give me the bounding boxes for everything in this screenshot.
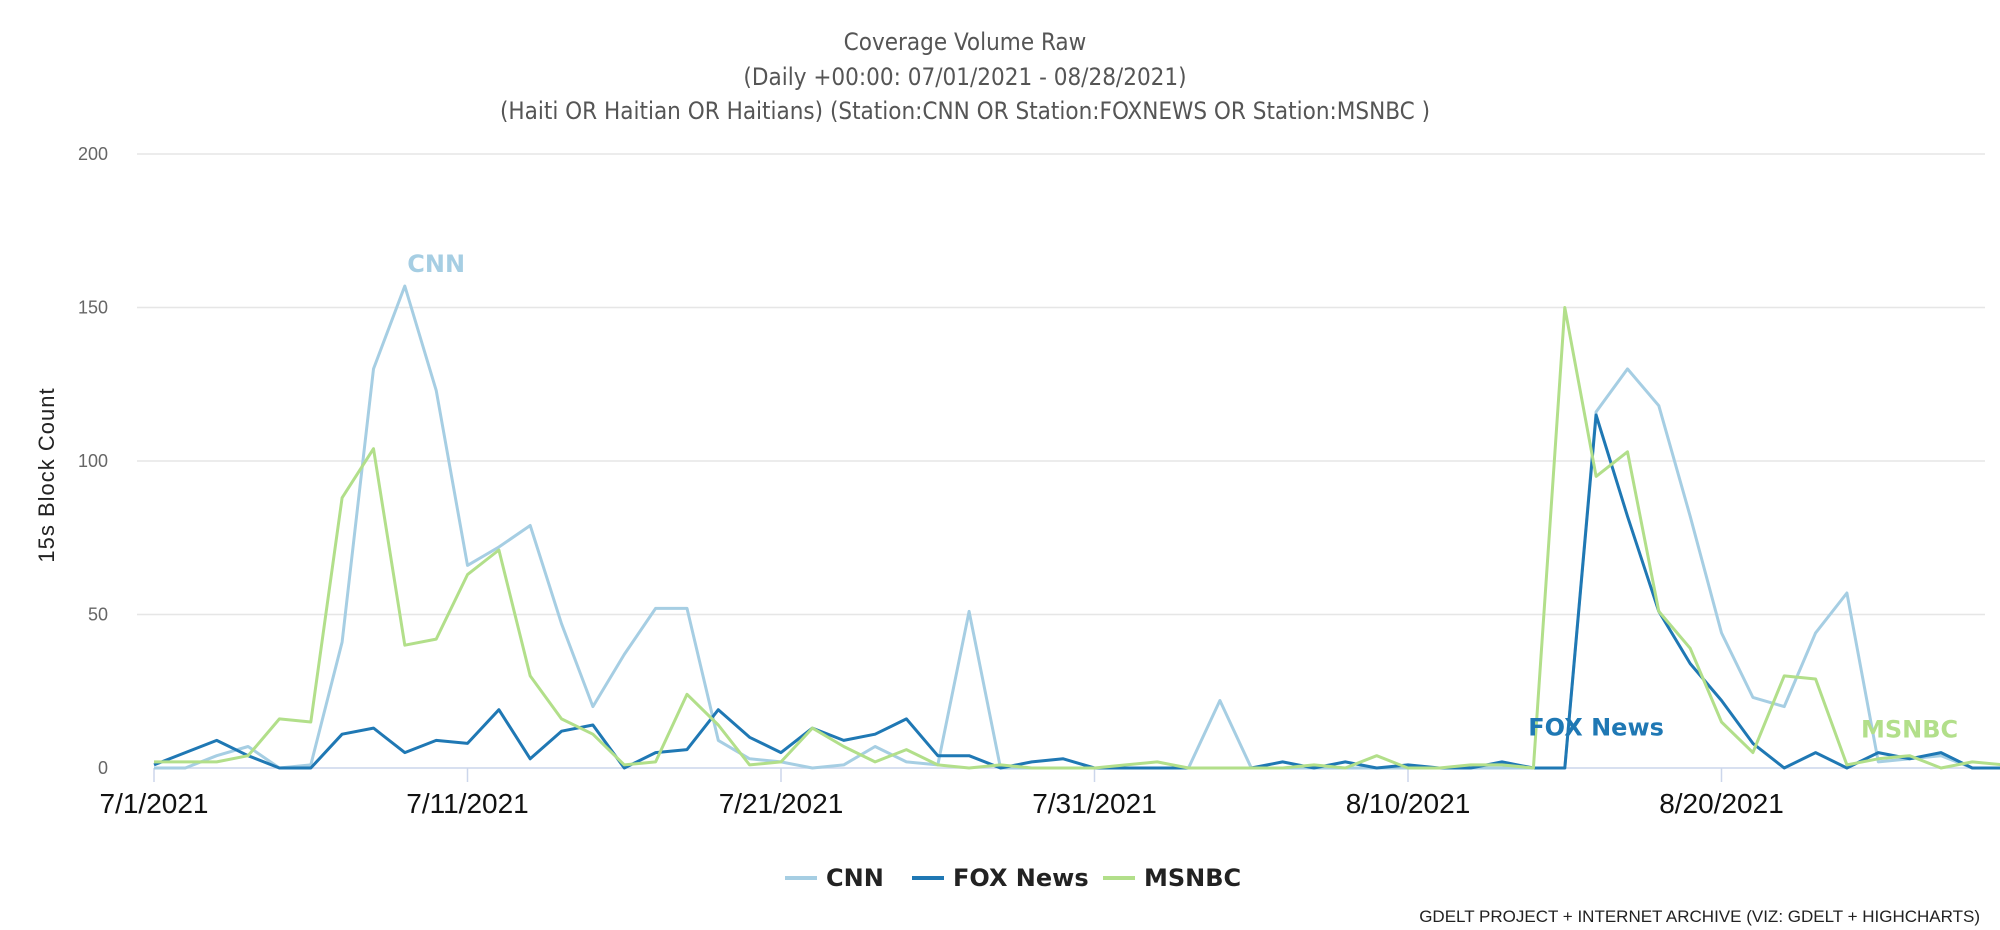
chart-credit: GDELT PROJECT + INTERNET ARCHIVE (VIZ: G… xyxy=(1419,907,1980,926)
y-tick-label: 0 xyxy=(98,758,108,778)
x-axis: 7/1/2021 7/11/2021 7/21/2021 7/31/2021 8/10/… xyxy=(100,767,1985,819)
series-line-fox-news xyxy=(153,413,2000,770)
y-tick-label: 200 xyxy=(78,144,108,164)
series-label-fox-news: FOX News xyxy=(1528,713,1664,741)
y-gridlines xyxy=(137,153,1985,616)
x-tick-label: 7/21/2021 xyxy=(719,788,844,819)
series-label-cnn: CNN xyxy=(407,250,465,278)
y-tick-labels: 0 50 100 150 200 xyxy=(78,144,108,778)
series-lines xyxy=(153,284,2000,770)
chart-subtitle-line-1: (Daily +00:00: 07/01/2021 - 08/28/2021) xyxy=(743,63,1186,91)
y-tick-label: 50 xyxy=(88,605,108,625)
series-line-msnbc xyxy=(154,306,2000,770)
x-tick-label: 8/20/2021 xyxy=(1659,788,1784,819)
legend-item-cnn[interactable]: CNN xyxy=(785,864,884,892)
legend-label: MSNBC xyxy=(1144,864,1241,892)
series-labels: CNN FOX News MSNBC xyxy=(407,250,1958,743)
y-tick-label: 100 xyxy=(78,451,108,471)
legend-item-msnbc[interactable]: MSNBC xyxy=(1103,864,1241,892)
y-tick-label: 150 xyxy=(78,298,108,318)
legend-label: FOX News xyxy=(953,864,1089,892)
x-tick-label: 7/11/2021 xyxy=(406,788,529,819)
y-axis-label: 15s Block Count xyxy=(34,387,59,562)
legend: CNN FOX News MSNBC xyxy=(785,864,1241,892)
x-tick-label: 8/10/2021 xyxy=(1346,788,1471,819)
chart-title: Coverage Volume Raw xyxy=(844,28,1087,56)
series-label-msnbc: MSNBC xyxy=(1861,715,1958,743)
legend-label: CNN xyxy=(826,864,884,892)
chart-subtitle-line-2: (Haiti OR Haitian OR Haitians) (Station:… xyxy=(500,97,1430,125)
x-tick-label: 7/31/2021 xyxy=(1032,788,1157,819)
legend-item-fox-news[interactable]: FOX News xyxy=(912,864,1089,892)
series-line-cnn xyxy=(154,284,2000,770)
x-tick-label: 7/1/2021 xyxy=(100,788,209,819)
